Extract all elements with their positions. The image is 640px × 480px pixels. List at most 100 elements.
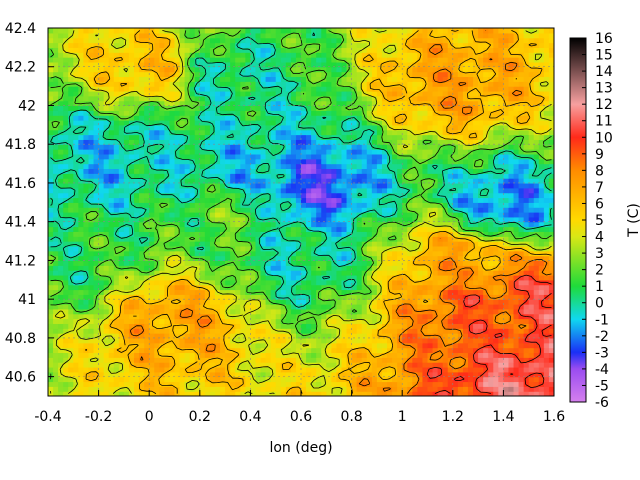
heat-cell (341, 153, 348, 160)
heat-cell (123, 241, 130, 247)
heat-cell (371, 178, 378, 184)
heat-cell (139, 284, 145, 291)
heat-cell (371, 284, 378, 291)
heat-cell (498, 352, 504, 358)
heat-cell (128, 153, 135, 160)
heat-cell (341, 279, 348, 286)
heat-cell (58, 202, 64, 208)
heat-cell (260, 376, 267, 383)
heat-cell (275, 245, 282, 252)
heat-cell (301, 352, 307, 358)
heat-cell (331, 153, 338, 160)
heat-cell (134, 381, 140, 387)
heat-cell (235, 337, 241, 344)
heat-cell (321, 381, 327, 387)
heat-cell (209, 362, 216, 368)
heat-cell (301, 328, 307, 334)
heat-cell (255, 226, 262, 232)
heat-cell (230, 260, 236, 266)
heat-cell (265, 250, 272, 257)
heat-cell (467, 255, 474, 262)
heat-cell (265, 241, 272, 247)
heat-cell (331, 347, 338, 354)
heat-cell (53, 231, 59, 237)
heat-cell (493, 376, 499, 383)
heat-cell (447, 212, 454, 218)
heat-cell (341, 333, 348, 339)
heat-cell (366, 197, 373, 203)
heat-cell (118, 226, 125, 232)
heat-cell (432, 231, 439, 237)
heat-cell (346, 255, 353, 262)
heat-cell (63, 391, 69, 396)
heat-cell (483, 279, 489, 286)
heat-cell (518, 357, 525, 363)
heat-cell (412, 299, 418, 305)
heat-cell (68, 260, 74, 266)
heat-cell (108, 347, 115, 354)
heat-cell (275, 207, 282, 213)
heat-cell (432, 333, 439, 339)
heat-cell (392, 270, 398, 276)
heat-cell (139, 337, 145, 344)
heat-cell (473, 284, 479, 291)
heat-cell (123, 245, 130, 252)
heat-cell (331, 386, 338, 392)
heat-cell (149, 323, 155, 329)
heat-cell (199, 212, 206, 218)
heat-cell (467, 236, 474, 242)
heat-cell (457, 347, 464, 354)
heat-cell (306, 153, 312, 160)
heat-cell (204, 313, 211, 320)
heat-cell (538, 294, 545, 300)
heat-cell (356, 279, 363, 286)
heat-cell (270, 279, 277, 286)
heat-cell (427, 168, 434, 174)
heat-cell (462, 168, 469, 174)
heat-cell (457, 352, 464, 358)
heat-cell (58, 386, 64, 392)
heat-cell (356, 299, 363, 305)
heat-cell (250, 250, 257, 257)
heat-cell (513, 274, 520, 281)
heat-cell (306, 274, 312, 281)
heat-cell (483, 270, 489, 276)
heat-cell (478, 187, 484, 194)
heat-cell (483, 366, 489, 373)
heat-cell (214, 245, 221, 252)
heat-cell (250, 236, 257, 242)
heat-cell (73, 231, 79, 237)
heat-cell (478, 279, 484, 286)
heat-cells (48, 28, 554, 396)
heat-cell (265, 279, 272, 286)
heat-cell (361, 294, 368, 300)
heat-cell (306, 386, 312, 392)
heat-cell (412, 357, 418, 363)
heat-cell (311, 265, 317, 271)
heat-cell (376, 376, 383, 383)
heat-cell (189, 197, 196, 203)
heat-cell (68, 313, 74, 320)
heat-cell (356, 270, 363, 276)
heat-cell (301, 245, 307, 252)
heat-cell (311, 192, 317, 199)
heat-cell (144, 308, 150, 315)
heat-cell (457, 265, 464, 271)
heat-cell (220, 153, 226, 160)
heat-cell (179, 318, 186, 324)
heat-cell (427, 250, 434, 257)
heat-cell (493, 241, 499, 247)
heat-cell (548, 376, 554, 383)
heat-cell (366, 153, 373, 160)
heat-cell (179, 294, 186, 300)
heat-cell (301, 153, 307, 160)
heat-cell (189, 357, 196, 363)
heat-cell (88, 221, 95, 228)
heat-cell (513, 304, 520, 310)
heat-cell (98, 337, 105, 344)
heat-cell (392, 362, 398, 368)
heat-cell (356, 245, 363, 252)
heat-cell (371, 241, 378, 247)
heat-cell (528, 212, 535, 218)
heat-cell (437, 376, 444, 383)
